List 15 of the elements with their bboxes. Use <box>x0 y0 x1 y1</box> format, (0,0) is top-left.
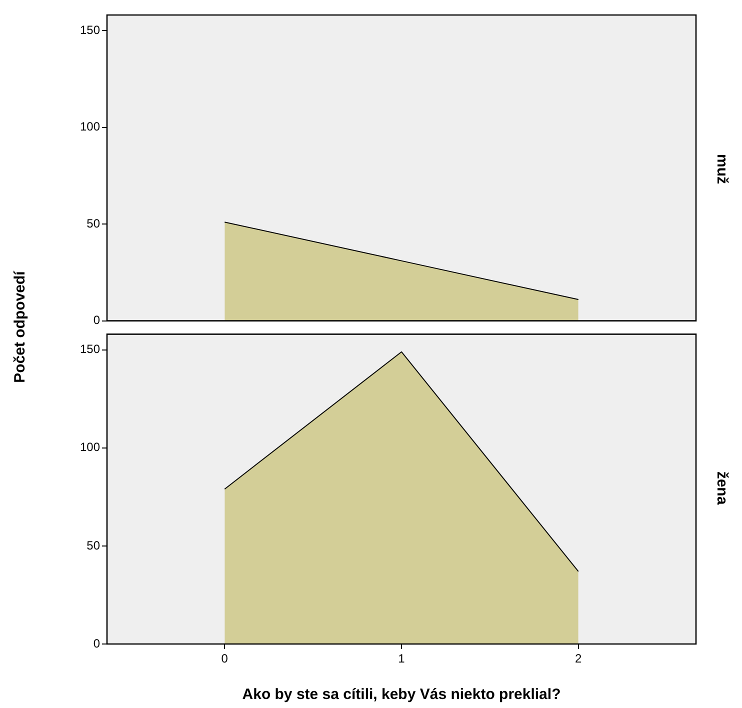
y-tick-label: 100 <box>80 440 100 454</box>
x-tick-label: 1 <box>398 652 406 666</box>
y-tick-label: 150 <box>80 342 100 356</box>
y-axis-title: Počet odpovedí <box>12 271 28 383</box>
text: žena <box>714 470 730 504</box>
x-tick-label: 0 <box>221 652 228 666</box>
y-tick-label: 150 <box>80 22 100 37</box>
y-tick-label: 50 <box>86 216 100 230</box>
x-axis-title: Ako by ste sa cítili, keby Vás niekto preklial? <box>242 686 561 704</box>
y-tick-label: 100 <box>80 120 100 134</box>
text: muž <box>714 154 730 184</box>
y-tick-label: 0 <box>93 636 100 650</box>
y-tick-label: 0 <box>93 313 100 328</box>
x-tick-label: 2 <box>575 652 582 666</box>
y-tick-label: 50 <box>86 538 100 552</box>
